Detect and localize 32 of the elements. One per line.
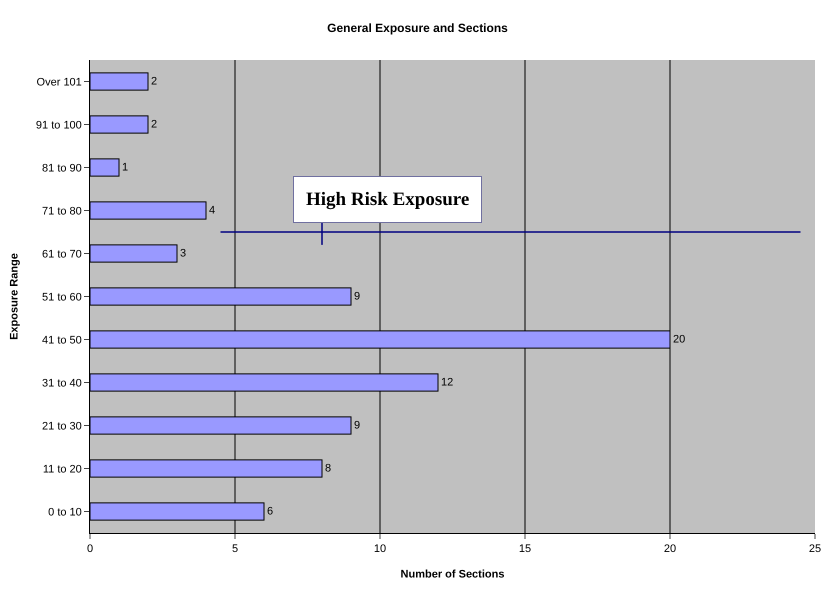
data-label: 3 bbox=[180, 248, 186, 260]
data-label: 9 bbox=[354, 290, 360, 302]
data-label: 8 bbox=[325, 462, 332, 474]
data-label: 4 bbox=[209, 204, 216, 216]
x-axis-title: Number of Sections bbox=[400, 568, 504, 580]
x-tick-label: 15 bbox=[518, 543, 532, 556]
x-tick-label: 5 bbox=[232, 543, 238, 556]
y-tick-label: 61 to 70 bbox=[42, 248, 82, 260]
chart-title: General Exposure and Sections bbox=[327, 21, 508, 35]
data-label: 2 bbox=[151, 76, 158, 88]
y-tick-label: 51 to 60 bbox=[42, 291, 82, 304]
data-label: 20 bbox=[673, 334, 686, 346]
y-tick-label: 91 to 100 bbox=[36, 119, 82, 132]
x-tick-label: 0 bbox=[86, 543, 94, 556]
y-tick-label: 11 to 20 bbox=[42, 463, 82, 476]
y-tick-label: 31 to 40 bbox=[42, 377, 82, 390]
data-label: 12 bbox=[441, 376, 454, 388]
data-label: 6 bbox=[267, 506, 274, 518]
data-label: 2 bbox=[151, 118, 158, 130]
y-tick-label: 81 to 90 bbox=[42, 162, 82, 174]
data-label: 9 bbox=[354, 420, 360, 432]
x-tick-label: 20 bbox=[664, 543, 676, 556]
y-tick-label: 0 to 10 bbox=[48, 506, 82, 518]
data-label: 1 bbox=[122, 162, 128, 174]
y-axis-title: Exposure Range bbox=[8, 253, 21, 340]
x-tick-label: 10 bbox=[374, 543, 386, 556]
y-tick-label: Over 101 bbox=[36, 76, 82, 88]
y-tick-label: 41 to 50 bbox=[42, 334, 82, 346]
y-tick-label: 21 to 30 bbox=[42, 420, 82, 432]
y-tick-label: 71 to 80 bbox=[42, 205, 82, 218]
ref-line-label: High Risk Exposure bbox=[306, 189, 470, 210]
x-tick-label: 25 bbox=[808, 543, 822, 556]
